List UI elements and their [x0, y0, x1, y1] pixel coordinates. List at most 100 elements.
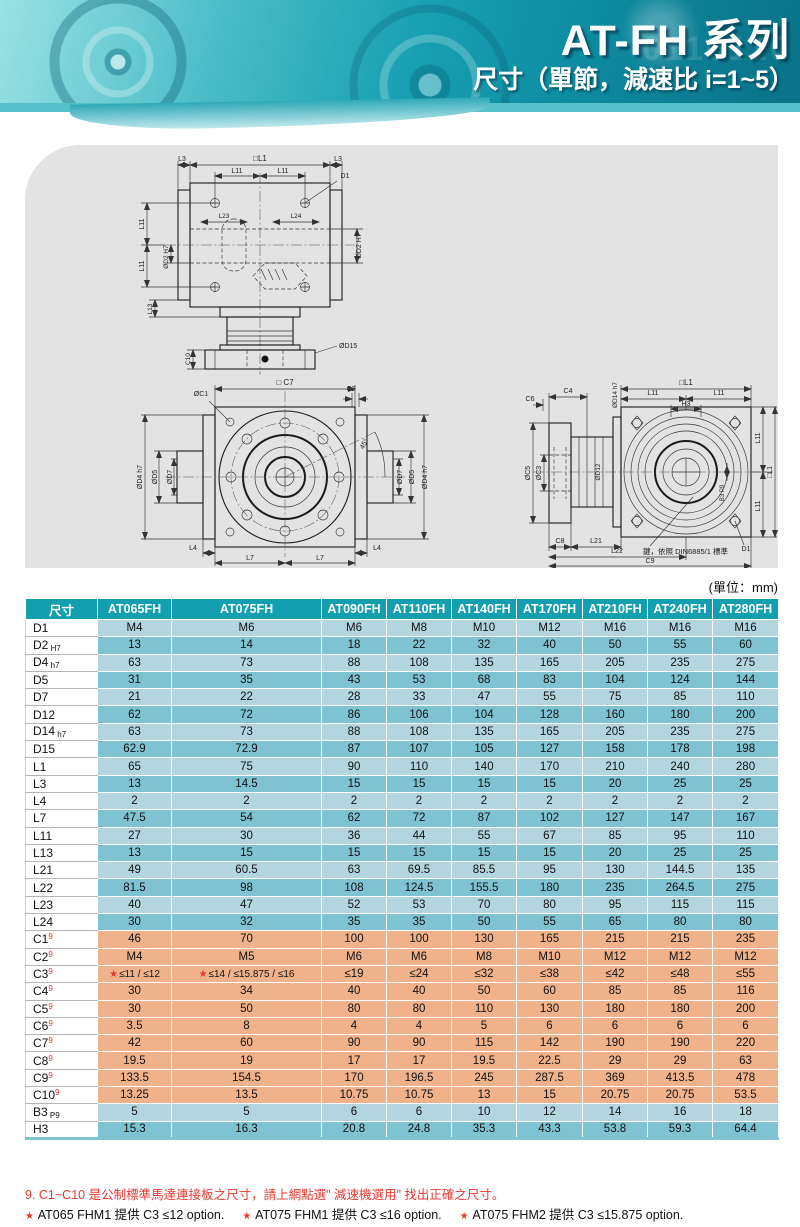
table-cell: 35	[321, 913, 387, 932]
table-cell: 190	[647, 1034, 713, 1053]
table-cell: ≤32	[451, 964, 517, 984]
table-cell: 15	[171, 843, 322, 863]
table-cell: 6	[712, 1016, 779, 1036]
table-cell: 165	[516, 722, 583, 742]
table-cell: 72	[171, 705, 322, 724]
table-header-row: 尺寸 AT065FH AT075FH AT090FH AT110FH AT140FH AT1…	[25, 598, 779, 620]
table-cell: 28	[321, 688, 387, 707]
table-cell: 235	[647, 722, 713, 742]
table-cell: 235	[647, 653, 713, 672]
row-label: C99	[25, 1068, 98, 1088]
table-cell: 180	[647, 999, 713, 1018]
option-star-icon: ★	[242, 1211, 255, 1222]
table-cell: 85	[582, 982, 648, 1001]
table-cell: 34	[171, 982, 322, 1001]
table-cell: 72	[386, 809, 452, 828]
table-cell: 75	[171, 757, 322, 776]
table-cell: 2	[647, 791, 713, 811]
table-cell: 30	[97, 982, 172, 1001]
dimension-label: ØC5	[525, 466, 532, 481]
column-header-AT210FH: AT210FH	[582, 598, 648, 620]
option-star-icon: ★	[25, 1211, 37, 1222]
row-label: C49	[25, 982, 98, 1001]
row-label-superscript: 9	[48, 1070, 53, 1080]
table-cell: 104	[582, 670, 648, 690]
table-cell: 80	[516, 895, 583, 915]
table-cell: 2	[516, 791, 583, 811]
table-cell: 13	[451, 1086, 517, 1105]
drawing-panel: L3 □L1 L3 L11 L11 D1 L23 L24 ØD2 H7 L11 L11 ØD2 H7 L…	[25, 145, 778, 569]
table-row-C8: C89 19.5 19 17 17 19.5 22.5 29 29 63	[25, 1051, 779, 1070]
table-cell: 73	[171, 653, 322, 672]
table-cell: 62	[321, 809, 387, 828]
table-cell: 32	[451, 636, 517, 655]
table-row-C9: C99 133.5 154.5 170 196.5 245 287.5 369 413.5 478	[25, 1068, 779, 1088]
table-cell: 67	[516, 826, 583, 845]
dimension-label: ØD2 H7	[356, 233, 363, 258]
row-label-superscript: 9	[55, 1088, 60, 1098]
table-cell: 2	[451, 791, 517, 811]
table-cell: 47	[451, 688, 517, 707]
table-cell: 6	[516, 1016, 583, 1036]
table-cell: 17	[386, 1051, 452, 1070]
table-cell: 6	[647, 1016, 713, 1036]
table-cell: 27	[97, 826, 172, 845]
table-cell: M6	[386, 947, 452, 966]
table-cell: 69.5	[386, 861, 452, 880]
table-cell: 81.5	[97, 878, 172, 897]
table-cell: 40	[97, 895, 172, 915]
dimension-label: C6	[526, 396, 535, 403]
dimension-label: L11	[277, 168, 288, 175]
table-cell: 10	[451, 1103, 517, 1122]
dimension-label: L24	[291, 213, 302, 220]
table-cell: 62.9	[97, 740, 172, 759]
row-label-superscript: 9	[48, 949, 53, 959]
table-cell: ≤55	[712, 964, 779, 984]
row-label: L22	[25, 878, 98, 897]
table-cell: 33	[386, 688, 452, 707]
table-cell: 198	[712, 740, 779, 759]
table-cell: 2	[386, 791, 452, 811]
table-cell: ≤19	[321, 964, 387, 984]
row-label: C89	[25, 1051, 98, 1070]
column-header-AT065FH: AT065FH	[97, 598, 172, 620]
row-label: C69	[25, 1016, 98, 1036]
table-body: D1 M4 M6 M6 M8 M10 M12 M16 M16 M16 D2 H7 13 14 18 22 32…	[25, 618, 779, 1139]
table-cell: 52	[321, 895, 387, 915]
table-cell: M5	[171, 947, 322, 966]
table-cell: 80	[712, 913, 779, 932]
dimension-label: L13	[147, 303, 154, 314]
table-cell: M8	[451, 947, 517, 966]
table-cell: 55	[516, 913, 583, 932]
dimension-label: L11	[139, 218, 146, 229]
table-row-D2: D2 H7 13 14 18 22 32 40 50 55 60	[25, 636, 779, 655]
table-cell: 85.5	[451, 861, 517, 880]
table-cell: 19	[171, 1051, 322, 1070]
table-cell: 21	[97, 688, 172, 707]
table-row-D4: D4 h7 63 73 88 108 135 165 205 235 275	[25, 653, 779, 672]
table-cell: 95	[582, 895, 648, 915]
table-cell: 55	[516, 688, 583, 707]
table-cell: 142	[516, 1034, 583, 1053]
table-cell: 35	[386, 913, 452, 932]
dimension-label: ØC1	[194, 391, 209, 398]
table-cell: 19.5	[97, 1051, 172, 1070]
column-header-AT090FH: AT090FH	[321, 598, 387, 620]
table-cell: 87	[321, 740, 387, 759]
table-cell: 127	[582, 809, 648, 828]
table-cell: 115	[451, 1034, 517, 1053]
table-cell: 110	[386, 757, 452, 776]
row-label: C59	[25, 999, 98, 1018]
row-label: L23	[25, 895, 98, 915]
table-cell: 80	[647, 913, 713, 932]
table-cell: 100	[321, 930, 387, 949]
table-cell: ★≤11 / ≤12	[97, 964, 172, 984]
table-cell: 13	[97, 636, 172, 655]
table-cell: 13	[97, 774, 172, 793]
table-cell: 170	[321, 1068, 387, 1088]
table-cell: 5	[97, 1103, 172, 1122]
table-cell: 220	[712, 1034, 779, 1053]
row-label: D15	[25, 740, 98, 759]
dimension-table: 尺寸 AT065FH AT075FH AT090FH AT110FH AT140FH AT1…	[25, 598, 779, 1140]
dimension-label: D1	[742, 546, 751, 553]
